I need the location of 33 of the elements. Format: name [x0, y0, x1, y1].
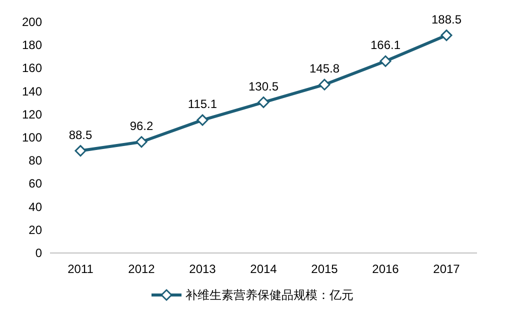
y-tick-label: 0: [35, 246, 42, 260]
y-tick-label: 20: [28, 222, 42, 237]
data-label: 130.5: [248, 79, 279, 94]
x-tick-label: 2012: [128, 262, 156, 276]
y-tick-label: 140: [22, 84, 42, 98]
point: [380, 55, 392, 67]
point: [440, 30, 452, 42]
legend-label: 补维生素营养保健品规模：亿元: [186, 288, 354, 302]
point: [74, 145, 86, 157]
data-label: 166.1: [370, 38, 401, 52]
data-label: 188.5: [431, 12, 462, 26]
data-label: 115.1: [188, 97, 218, 112]
point: [196, 114, 208, 126]
x-tick-label: 2016: [372, 262, 400, 276]
point: [136, 136, 148, 148]
point: [318, 78, 330, 90]
point: [258, 96, 270, 108]
y-tick-label: 180: [22, 38, 42, 52]
data-label: 145.8: [309, 62, 340, 76]
x-tick-label: 2017: [433, 262, 460, 276]
x-tick-label: 2014: [250, 262, 278, 276]
data-label: 88.5: [68, 128, 92, 142]
y-tick-label: 160: [22, 61, 42, 76]
data-label: 96.2: [130, 118, 154, 133]
y-tick-label: 200: [22, 15, 42, 29]
x-tick-label: 2011: [68, 262, 94, 276]
y-tick-label: 120: [22, 107, 42, 122]
y-tick-label: 100: [22, 130, 42, 144]
y-tick-label: 80: [28, 154, 42, 168]
y-tick-label: 40: [28, 200, 42, 214]
x-tick-label: 2013: [189, 262, 216, 276]
x-tick-label: 2015: [311, 262, 338, 276]
y-tick-label: 60: [28, 176, 42, 191]
